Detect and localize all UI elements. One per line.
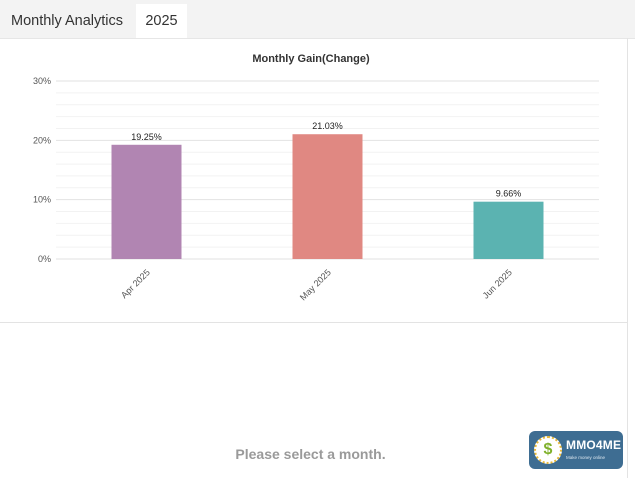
monthly-gain-chart: Monthly Gain(Change) 0% 10% 20% 30% 19.25% A… — [33, 53, 599, 302]
bar-apr-2025[interactable] — [111, 144, 182, 259]
chart-panel: Monthly Gain(Change) 0% 10% 20% 30% 19.25% A… — [0, 38, 627, 322]
mmo4me-logo: $ MMO4ME Make money online — [529, 431, 623, 469]
tab-bar: Monthly Analytics 2025 — [0, 0, 635, 39]
logo-name: MMO4ME — [566, 438, 622, 452]
bar-value-label: 21.03% — [312, 121, 343, 131]
bar-value-label: 9.66% — [496, 189, 522, 199]
panel-divider — [0, 322, 627, 323]
chart-bars: 19.25% Apr 2025 21.03% May 2025 9.66% Jun 202… — [111, 121, 544, 302]
select-month-message: Please select a month. — [235, 446, 386, 462]
panel-right-border — [627, 38, 628, 478]
dollar-coin-icon: $ — [534, 436, 562, 464]
y-tick-label: 30% — [33, 76, 51, 86]
y-tick-label: 10% — [33, 195, 51, 205]
tab-monthly-analytics[interactable]: Monthly Analytics — [11, 13, 124, 29]
y-tick-label: 0% — [38, 254, 51, 264]
x-tick-label: Jun 2025 — [481, 267, 514, 300]
tab-year-2025[interactable]: 2025 — [136, 4, 187, 38]
bar-may-2025[interactable] — [292, 134, 363, 259]
bar-jun-2025[interactable] — [473, 201, 544, 259]
x-tick-label: Apr 2025 — [119, 267, 152, 300]
chart-title: Monthly Gain(Change) — [252, 53, 370, 65]
logo-tagline: Make money online — [566, 455, 606, 460]
bar-value-label: 19.25% — [131, 132, 162, 142]
y-tick-label: 20% — [33, 135, 51, 145]
x-tick-label: May 2025 — [298, 267, 333, 302]
